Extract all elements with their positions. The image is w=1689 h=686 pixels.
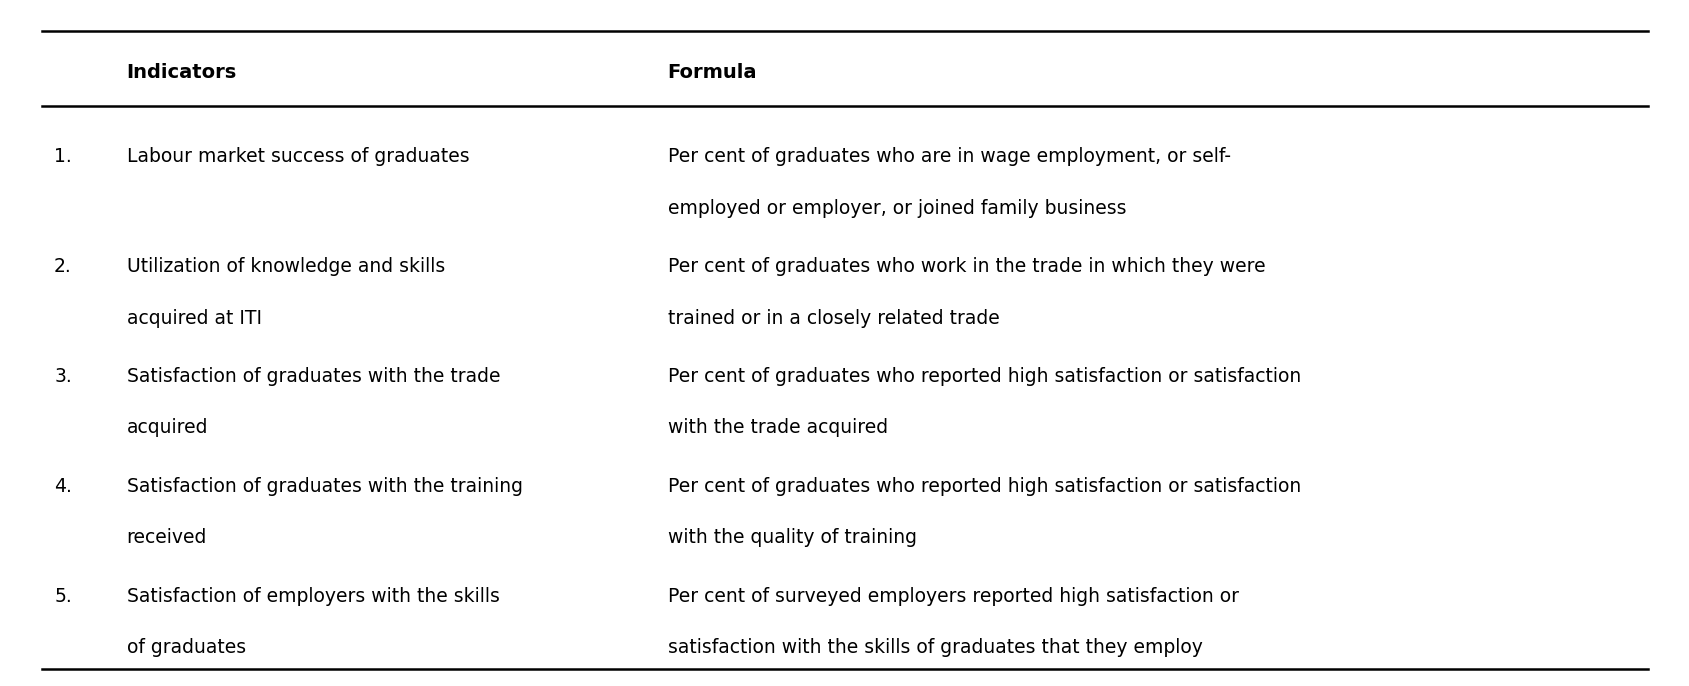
Text: 3.: 3. xyxy=(54,367,73,386)
Text: trained or in a closely related trade: trained or in a closely related trade xyxy=(667,309,998,328)
Text: 1.: 1. xyxy=(54,147,73,167)
Text: 5.: 5. xyxy=(54,587,73,606)
Text: 2.: 2. xyxy=(54,257,73,276)
Text: Satisfaction of graduates with the training: Satisfaction of graduates with the train… xyxy=(127,477,522,496)
Text: Per cent of graduates who reported high satisfaction or satisfaction: Per cent of graduates who reported high … xyxy=(667,367,1301,386)
Text: Per cent of graduates who work in the trade in which they were: Per cent of graduates who work in the tr… xyxy=(667,257,1265,276)
Text: with the trade acquired: with the trade acquired xyxy=(667,418,887,438)
Text: received: received xyxy=(127,528,208,547)
Text: Per cent of surveyed employers reported high satisfaction or: Per cent of surveyed employers reported … xyxy=(667,587,1238,606)
Text: employed or employer, or joined family business: employed or employer, or joined family b… xyxy=(667,199,1125,218)
Text: Per cent of graduates who are in wage employment, or self-: Per cent of graduates who are in wage em… xyxy=(667,147,1230,167)
Text: 4.: 4. xyxy=(54,477,73,496)
Text: Utilization of knowledge and skills: Utilization of knowledge and skills xyxy=(127,257,444,276)
Text: Labour market success of graduates: Labour market success of graduates xyxy=(127,147,470,167)
Text: Indicators: Indicators xyxy=(127,62,236,82)
Text: Per cent of graduates who reported high satisfaction or satisfaction: Per cent of graduates who reported high … xyxy=(667,477,1301,496)
Text: Satisfaction of graduates with the trade: Satisfaction of graduates with the trade xyxy=(127,367,500,386)
Text: acquired: acquired xyxy=(127,418,208,438)
Text: acquired at ITI: acquired at ITI xyxy=(127,309,262,328)
Text: satisfaction with the skills of graduates that they employ: satisfaction with the skills of graduate… xyxy=(667,638,1201,657)
Text: Satisfaction of employers with the skills: Satisfaction of employers with the skill… xyxy=(127,587,500,606)
Text: of graduates: of graduates xyxy=(127,638,245,657)
Text: with the quality of training: with the quality of training xyxy=(667,528,915,547)
Text: Formula: Formula xyxy=(667,62,757,82)
